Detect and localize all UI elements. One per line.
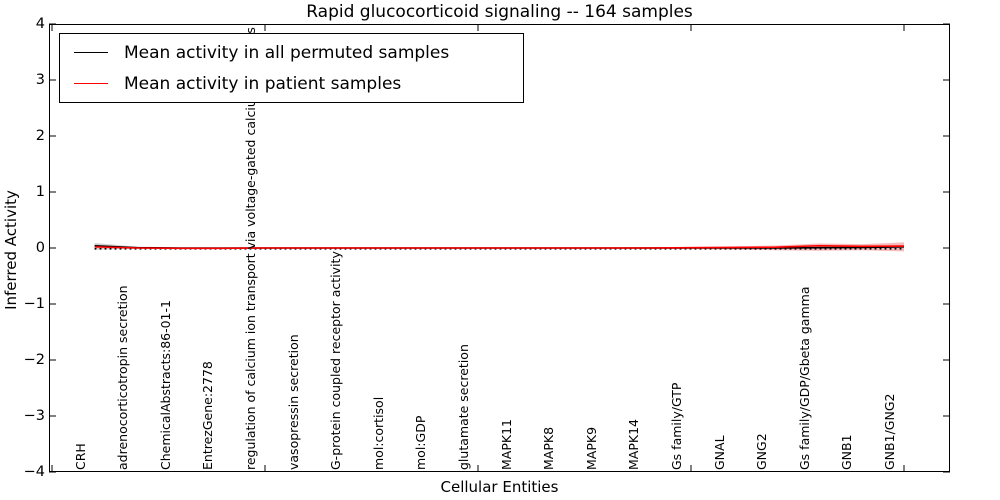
category-label: GNAL [711,435,727,470]
category-label: EntrezGene:2778 [200,361,216,470]
legend-box: Mean activity in all permuted samples Me… [59,33,524,103]
y-tick-label: 1 [35,184,45,200]
y-tick-label: 2 [35,128,45,144]
category-label: MAPK11 [498,419,514,470]
y-tick-label: −2 [23,352,45,368]
category-label: Gs family/GDP/Gbeta gamma [796,286,812,470]
category-label: adrenocorticotropin secretion [115,285,131,470]
category-label: CRH [72,443,88,470]
category-label: ChemicalAbstracts:86-01-1 [157,300,173,470]
legend-entry-permuted: Mean activity in all permuted samples [70,37,513,68]
category-label: MAPK14 [626,419,642,470]
patient-line-sample-icon [74,82,108,86]
category-label: mol:GDP [413,415,429,470]
category-label: MAPK8 [541,426,557,470]
y-tick-label: 3 [35,72,45,88]
y-tick-label: −4 [23,464,45,480]
category-label: mol:cortisol [370,396,386,470]
y-tick-label: −3 [23,408,45,424]
band-1 [94,242,905,252]
chart-title: Rapid glucocorticoid signaling -- 164 sa… [306,2,693,22]
legend-label: Mean activity in patient samples [124,73,402,94]
legend-entry-patient: Mean activity in patient samples [70,68,513,99]
category-label: vasopressin secretion [285,334,301,470]
category-label: MAPK9 [583,426,599,470]
category-label: GNB1/GNG2 [882,393,897,470]
category-label: GNB1 [839,434,855,470]
category-label: Gs family/GTP [669,382,684,470]
category-label: GNG2 [754,433,770,470]
y-tick-label: 4 [35,16,45,32]
y-tick-label: −1 [23,296,45,312]
y-tick-label: 0 [35,240,45,256]
series-line-1 [94,244,905,250]
permuted-line-sample-icon [74,51,108,55]
x-axis-label: Cellular Entities [440,478,559,496]
legend-label: Mean activity in all permuted samples [124,42,450,63]
category-label: G-protein coupled receptor activity [328,251,344,470]
category-label: glutamate secretion [456,344,471,470]
